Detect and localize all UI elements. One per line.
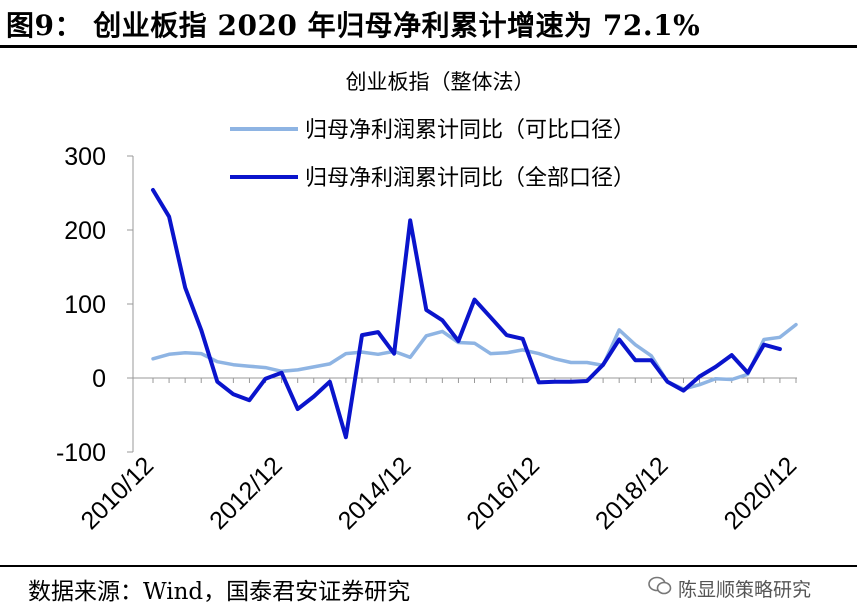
x-tick-label: 2018/12 <box>590 451 674 535</box>
x-tick-labels: 2010/12 2012/12 2014/12 2016/12 2018/12 2020/… <box>76 451 803 535</box>
figure-title: 图9： 创业板指 2020 年归母净利累计增速为 72.1% <box>6 9 701 42</box>
source-note: 数据来源：Wind，国泰君安证券研究 <box>28 579 411 605</box>
x-tick-label: 2012/12 <box>204 451 288 535</box>
line-chart: 创业板指（整体法） 归母净利润累计同比（可比口径） 归母净利润累计同比（全部口径）… <box>56 70 803 535</box>
wechat-icon <box>648 576 672 601</box>
legend-label: 归母净利润累计同比（可比口径） <box>305 118 635 143</box>
y-tick-label: 300 <box>64 143 106 171</box>
y-tick-label: -100 <box>56 439 106 467</box>
series-lines <box>151 188 798 440</box>
y-tick-label: 200 <box>64 217 106 245</box>
x-tick-label: 2016/12 <box>461 451 545 535</box>
chart-title: 创业板指（整体法） <box>346 70 535 94</box>
y-tick-labels: -100 0 100 200 300 <box>56 143 106 467</box>
title-rule <box>0 45 857 48</box>
bottom-rule <box>0 565 857 567</box>
watermark: 陈显顺策略研究 <box>648 575 811 602</box>
series-line-all <box>151 188 782 440</box>
y-tick-label: 100 <box>64 291 106 319</box>
watermark-text: 陈显顺策略研究 <box>678 579 812 601</box>
legend-label: 归母净利润累计同比（全部口径） <box>305 166 635 191</box>
x-tick-label: 2014/12 <box>333 451 417 535</box>
axes <box>127 155 797 453</box>
y-tick-label: 0 <box>92 365 106 393</box>
legend: 归母净利润累计同比（可比口径） 归母净利润累计同比（全部口径） <box>230 118 635 191</box>
x-tick-label: 2020/12 <box>719 451 803 535</box>
